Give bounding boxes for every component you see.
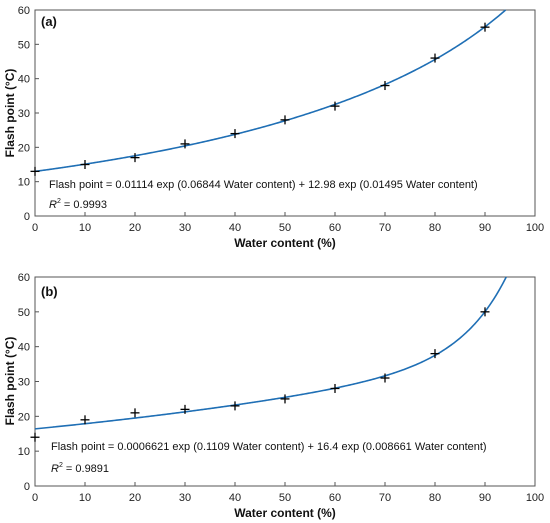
data-point-marker (480, 22, 490, 32)
data-markers (30, 307, 490, 442)
data-point-marker (130, 153, 140, 163)
x-axis-label: Water content (%) (234, 236, 336, 250)
y-axis-ticks: 0 10 20 30 40 50 60 (18, 5, 39, 223)
panel-label: (b) (41, 284, 58, 299)
y-tick-label: 40 (18, 74, 30, 86)
data-point-marker (180, 139, 190, 149)
data-point-marker (330, 101, 340, 111)
x-tick-label: 30 (179, 222, 191, 234)
x-tick-label: 20 (129, 222, 141, 234)
y-tick-label: 40 (18, 342, 30, 354)
data-point-marker (230, 401, 240, 411)
x-tick-label: 70 (379, 492, 391, 504)
plot-frame (34, 9, 536, 217)
r-squared: R2 = 0.9891 (51, 462, 109, 475)
data-point-marker (330, 383, 340, 393)
r-squared-exponent: 2 (59, 462, 63, 469)
data-point-marker (430, 53, 440, 63)
data-point-marker (30, 166, 40, 176)
chart-panel-a: 0 10 20 30 40 50 60 0 10 20 30 40 50 60 70 80 90 100 (a)… (3, 5, 544, 250)
y-tick-label: 10 (18, 446, 30, 458)
panel-label: (a) (41, 14, 57, 29)
data-point-marker (430, 349, 440, 359)
x-tick-label: 90 (479, 222, 491, 234)
y-tick-label: 20 (18, 142, 30, 154)
x-tick-label: 60 (329, 222, 341, 234)
y-tick-label: 10 (18, 177, 30, 189)
x-axis-ticks: 0 10 20 30 40 50 60 70 80 90 100 (32, 212, 544, 234)
data-point-marker (130, 408, 140, 418)
data-point-marker (480, 307, 490, 317)
y-tick-label: 0 (24, 481, 30, 493)
fit-curve (34, 276, 507, 430)
x-tick-label: 70 (379, 222, 391, 234)
r-squared-value: = 0.9891 (63, 463, 109, 475)
x-axis-label: Water content (%) (234, 506, 336, 520)
y-tick-label: 30 (18, 377, 30, 389)
data-point-marker (280, 394, 290, 404)
x-tick-label: 0 (32, 222, 38, 234)
r-squared-symbol: R (51, 463, 59, 475)
x-tick-label: 80 (429, 492, 441, 504)
x-tick-label: 40 (229, 492, 241, 504)
x-tick-label: 10 (79, 222, 91, 234)
x-tick-label: 80 (429, 222, 441, 234)
fit-equation: Flash point = 0.0006621 exp (0.1109 Wate… (51, 441, 487, 453)
y-axis-label: Flash point (°C) (3, 337, 17, 426)
x-tick-label: 50 (279, 492, 291, 504)
x-tick-label: 10 (79, 492, 91, 504)
x-tick-label: 90 (479, 492, 491, 504)
y-tick-label: 0 (24, 211, 30, 223)
x-tick-label: 100 (526, 492, 544, 504)
data-point-marker (230, 129, 240, 139)
y-tick-label: 50 (18, 307, 30, 319)
y-tick-label: 60 (18, 5, 30, 17)
plot-frame (34, 276, 536, 487)
y-axis-ticks: 0 10 20 30 40 50 60 (18, 272, 39, 493)
chart-panel-b: 0 10 20 30 40 50 60 0 10 20 30 40 50 60 70 80 90 100 (b)… (3, 272, 544, 520)
y-tick-label: 50 (18, 39, 30, 51)
fit-equation: Flash point = 0.01114 exp (0.06844 Water… (49, 179, 478, 191)
r-squared: R2 = 0.9993 (49, 198, 107, 211)
r-squared-symbol: R (49, 199, 57, 211)
x-tick-label: 40 (229, 222, 241, 234)
x-tick-label: 0 (32, 492, 38, 504)
x-tick-label: 100 (526, 222, 544, 234)
data-point-marker (280, 115, 290, 125)
fit-curve (34, 9, 507, 173)
data-point-marker (180, 404, 190, 414)
x-tick-label: 50 (279, 222, 291, 234)
data-markers (30, 22, 490, 176)
x-tick-label: 20 (129, 492, 141, 504)
y-axis-label: Flash point (°C) (3, 69, 17, 158)
x-axis-ticks: 0 10 20 30 40 50 60 70 80 90 100 (32, 482, 544, 504)
y-tick-label: 20 (18, 411, 30, 423)
x-tick-label: 30 (179, 492, 191, 504)
data-point-marker (80, 415, 90, 425)
y-tick-label: 30 (18, 108, 30, 120)
data-point-marker (380, 81, 390, 91)
data-point-marker (80, 160, 90, 169)
r-squared-exponent: 2 (57, 198, 61, 205)
r-squared-value: = 0.9993 (61, 199, 107, 211)
data-point-marker (380, 373, 390, 383)
x-tick-label: 60 (329, 492, 341, 504)
data-point-marker (30, 432, 40, 442)
y-tick-label: 60 (18, 272, 30, 284)
